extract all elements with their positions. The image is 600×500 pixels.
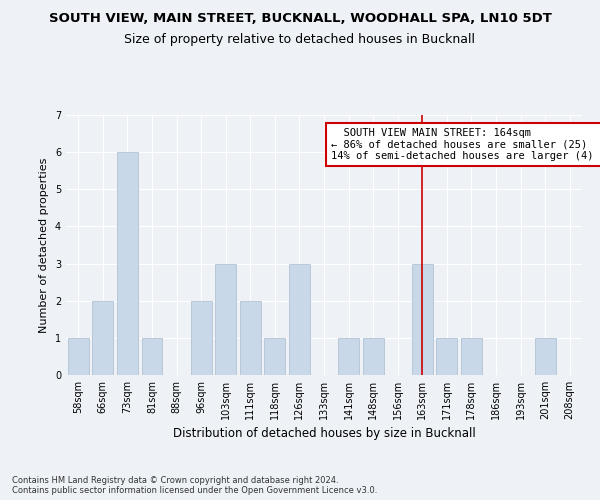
Bar (142, 338, 163, 375)
Text: SOUTH VIEW, MAIN STREET, BUCKNALL, WOODHALL SPA, LN10 5DT: SOUTH VIEW, MAIN STREET, BUCKNALL, WOODH… (49, 12, 551, 26)
Y-axis label: Number of detached properties: Number of detached properties (40, 158, 49, 332)
Bar (92, 300, 113, 375)
Bar (240, 300, 261, 375)
Bar (535, 338, 556, 375)
Bar (289, 264, 310, 375)
Text: Contains HM Land Registry data © Crown copyright and database right 2024.
Contai: Contains HM Land Registry data © Crown c… (12, 476, 377, 495)
Text: Size of property relative to detached houses in Bucknall: Size of property relative to detached ho… (125, 32, 476, 46)
Bar (215, 264, 236, 375)
Bar (338, 338, 359, 375)
Bar (265, 338, 286, 375)
Bar (436, 338, 457, 375)
Bar (461, 338, 482, 375)
Bar (117, 152, 138, 375)
Bar (412, 264, 433, 375)
Text: SOUTH VIEW MAIN STREET: 164sqm
← 86% of detached houses are smaller (25)
14% of : SOUTH VIEW MAIN STREET: 164sqm ← 86% of … (331, 128, 600, 161)
Bar (68, 338, 89, 375)
Bar (191, 300, 212, 375)
Bar (362, 338, 383, 375)
X-axis label: Distribution of detached houses by size in Bucknall: Distribution of detached houses by size … (173, 428, 475, 440)
